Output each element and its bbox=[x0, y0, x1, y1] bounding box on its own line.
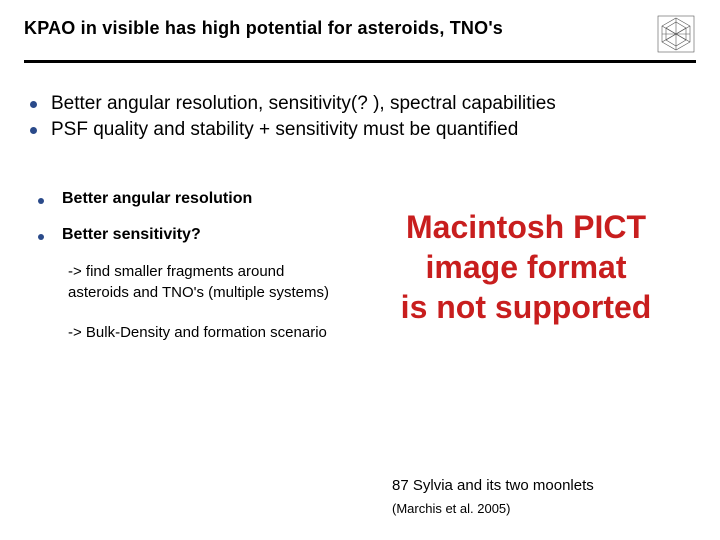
left-sub-1: -> find smaller fragments around asteroi… bbox=[68, 262, 344, 303]
left-column: Better angular resolution Better sensiti… bbox=[24, 190, 344, 343]
pict-line-3: is not supported bbox=[401, 287, 652, 327]
pict-line-2: image format bbox=[401, 247, 652, 287]
top-bullets: Better angular resolution, sensitivity(?… bbox=[24, 91, 696, 142]
top-bullet-2: PSF quality and stability + sensitivity … bbox=[24, 117, 696, 143]
caption-ref: (Marchis et al. 2005) bbox=[392, 500, 692, 518]
bullet-icon bbox=[38, 198, 44, 204]
top-bullet-2-text: PSF quality and stability + sensitivity … bbox=[51, 117, 518, 143]
header-row: KPAO in visible has high potential for a… bbox=[24, 18, 696, 63]
bullet-icon bbox=[30, 101, 37, 108]
logo-icon bbox=[656, 14, 696, 54]
left-bullet-1-text: Better angular resolution bbox=[62, 190, 252, 208]
slide-title: KPAO in visible has high potential for a… bbox=[24, 18, 503, 39]
left-bullet-1: Better angular resolution bbox=[24, 190, 344, 208]
top-bullet-1-text: Better angular resolution, sensitivity(?… bbox=[51, 91, 556, 117]
bullet-icon bbox=[38, 234, 44, 240]
pict-placeholder: Macintosh PICT image format is not suppo… bbox=[401, 207, 652, 327]
bullet-icon bbox=[30, 127, 37, 134]
mid-section: Better angular resolution Better sensiti… bbox=[24, 190, 696, 343]
caption-block: 87 Sylvia and its two moonlets (Marchis … bbox=[392, 476, 692, 518]
left-bullet-2-text: Better sensitivity? bbox=[62, 226, 201, 244]
left-bullet-2: Better sensitivity? bbox=[24, 226, 344, 244]
right-column: Macintosh PICT image format is not suppo… bbox=[356, 190, 696, 343]
left-sub-2: -> Bulk-Density and formation scenario bbox=[68, 323, 344, 343]
top-bullet-1: Better angular resolution, sensitivity(?… bbox=[24, 91, 696, 117]
caption-main: 87 Sylvia and its two moonlets bbox=[392, 476, 692, 496]
pict-line-1: Macintosh PICT bbox=[401, 207, 652, 247]
